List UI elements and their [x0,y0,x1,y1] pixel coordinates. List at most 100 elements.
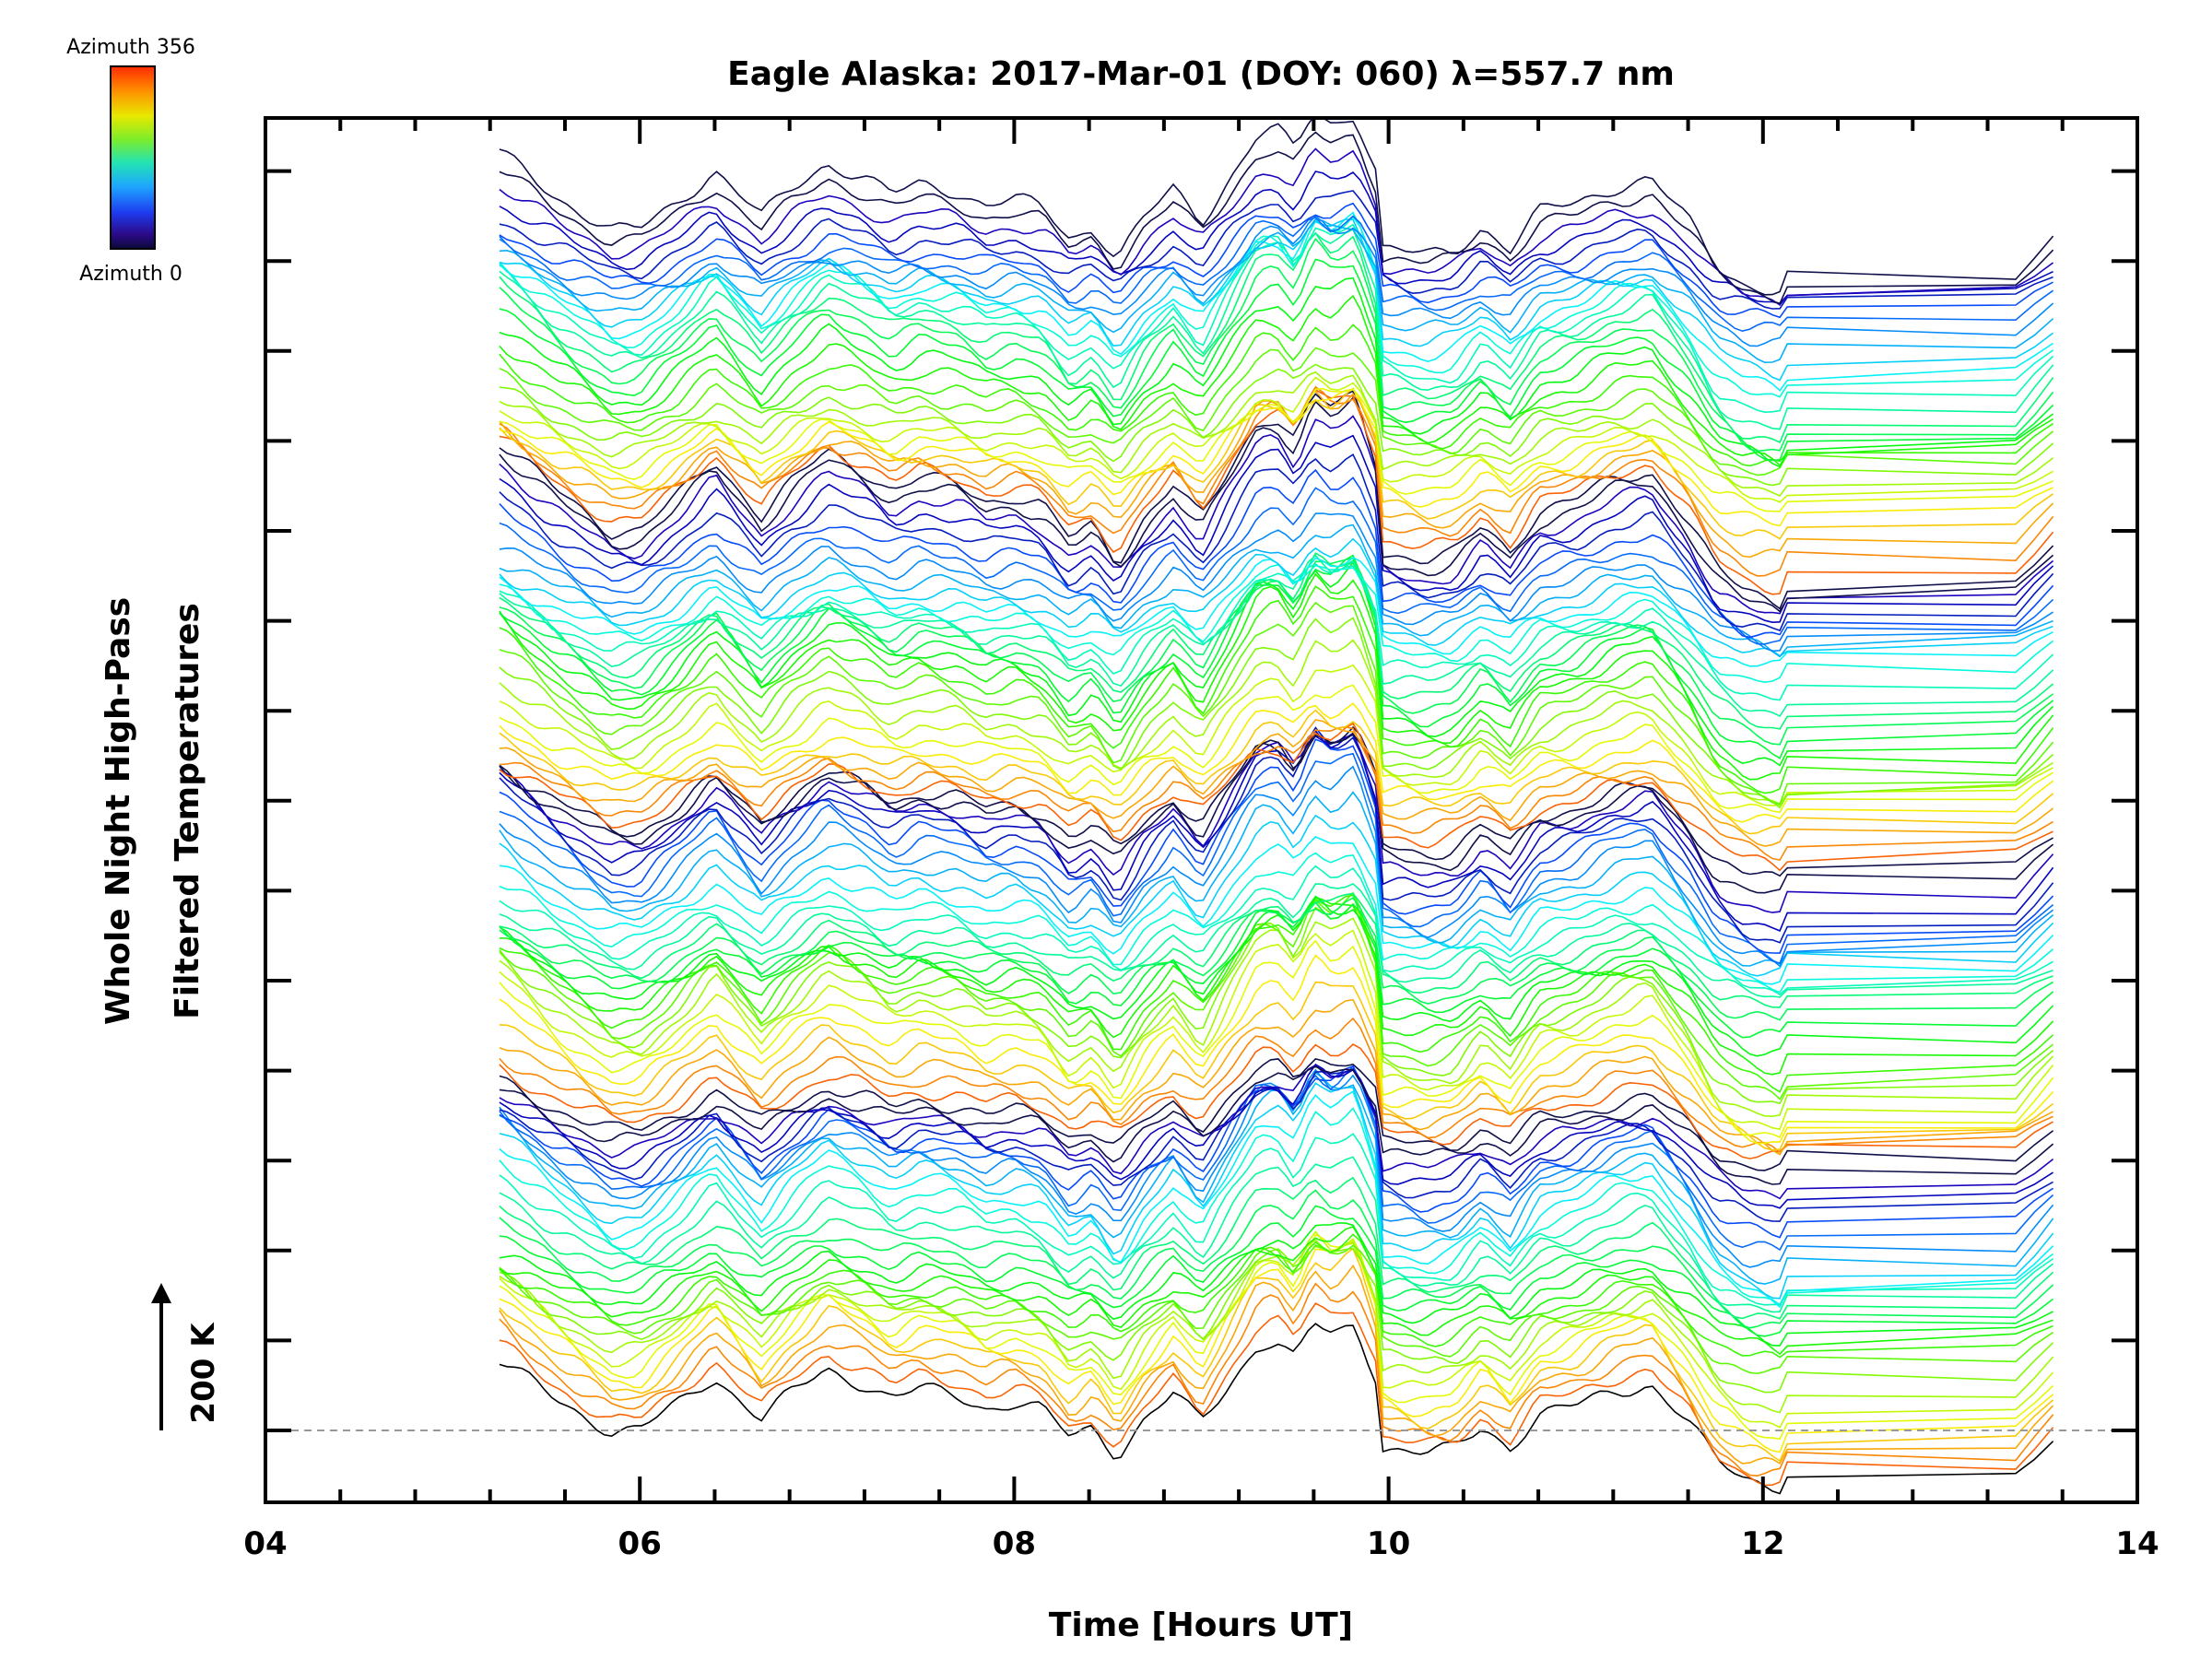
series-line [499,215,2054,347]
series-line [499,1107,2054,1306]
x-tick-label: 12 [1741,1525,1784,1562]
chart-title: Eagle Alaska: 2017-Mar-01 (DOY: 060) λ=5… [727,55,1675,93]
series-line [499,1247,2054,1463]
series-line [499,702,2054,823]
series-line [499,434,2054,624]
series-line [499,556,2053,667]
scale-arrow-icon [151,1283,171,1303]
series-line [499,1017,2053,1154]
series-line [499,894,2054,1093]
series-line [499,954,2054,1145]
series-line [499,376,2053,503]
series-line [499,118,2054,296]
series-line [499,901,2054,1039]
series-line [499,1043,2053,1159]
series-line [499,563,2054,684]
series-line [499,1058,2054,1171]
series-line [499,1090,2054,1309]
series-line [499,981,2054,1151]
x-axis-label: Time [Hours UT] [1049,1606,1353,1644]
colorbar [110,65,156,250]
series-line [499,998,2053,1156]
series-line [499,726,2054,944]
series-line [499,258,2054,462]
series-line [499,814,2054,977]
series-line [499,725,2054,861]
series-line [499,202,2053,319]
y-axis-label-line1: Whole Night High-Pass [100,597,137,1025]
series-line [499,387,2053,512]
series-line [499,216,2054,398]
series-line [499,865,2053,996]
series-line [499,554,2054,759]
series-line [499,324,2054,467]
series-line [499,1222,2053,1347]
series-line [499,347,2054,477]
series-line [499,892,2053,1008]
series-line [499,1065,2054,1185]
series-line [499,725,2053,877]
series-line [499,218,2054,364]
series-line [499,1243,2054,1375]
series-line [499,1225,2053,1356]
plot-frame [264,116,2139,1504]
series-line [499,171,2053,305]
series-line [499,557,2054,746]
series-line [499,1082,2054,1300]
scale-bar-label: 200 K [185,1322,222,1424]
series-line [499,231,2054,443]
series-line [499,917,2054,1118]
series-line [499,734,2054,913]
series-line [499,562,2054,701]
series-line [499,895,2054,1057]
series-line [499,1323,2054,1495]
series-line [499,709,2054,835]
series-line [499,1189,2054,1329]
scale-bar: 200 K [151,1283,222,1430]
x-tick-label: 14 [2115,1525,2159,1562]
x-tick-label: 10 [1367,1525,1410,1562]
colorbar-bottom-label: Azimuth 0 [79,263,182,286]
series-line [499,891,2054,1100]
series-line [499,396,2054,613]
series-line [499,939,2054,1138]
colorbar-top-label: Azimuth 356 [66,36,195,59]
series-line [499,684,2054,814]
series-line [499,1230,2054,1429]
series-line [499,211,2054,392]
series-line [499,552,2054,730]
series-line [499,729,2054,932]
series-line [499,468,2054,639]
series-line [499,237,2054,453]
series-line [499,929,2054,1131]
series-line [499,388,2053,527]
series-line [499,1233,2053,1359]
series-line [499,765,2054,968]
series-line [499,363,2054,487]
series-line [499,1156,2054,1313]
series-line [499,554,2054,718]
series-line [499,1133,2054,1306]
series-line [499,738,2054,954]
series-line [499,1245,2054,1394]
series-line [499,617,2054,809]
series-line [499,1064,2054,1200]
series-line [499,215,2054,333]
series-line [499,385,2054,577]
series-line [499,389,2054,559]
series-line [499,218,2054,382]
series-line [499,572,2054,781]
series-line [499,390,2054,610]
series-layer [499,118,2054,1495]
series-line [499,276,2054,468]
series-line [499,512,2054,653]
series-line [499,882,2053,998]
series-line [499,1068,2053,1222]
series-line [499,752,2054,965]
series-line [499,791,2054,967]
series-line [499,1264,2054,1465]
series-line [499,131,2054,305]
y-axis-label: Whole Night High-Pass Filtered Temperatu… [100,597,206,1025]
series-line [499,453,2054,632]
